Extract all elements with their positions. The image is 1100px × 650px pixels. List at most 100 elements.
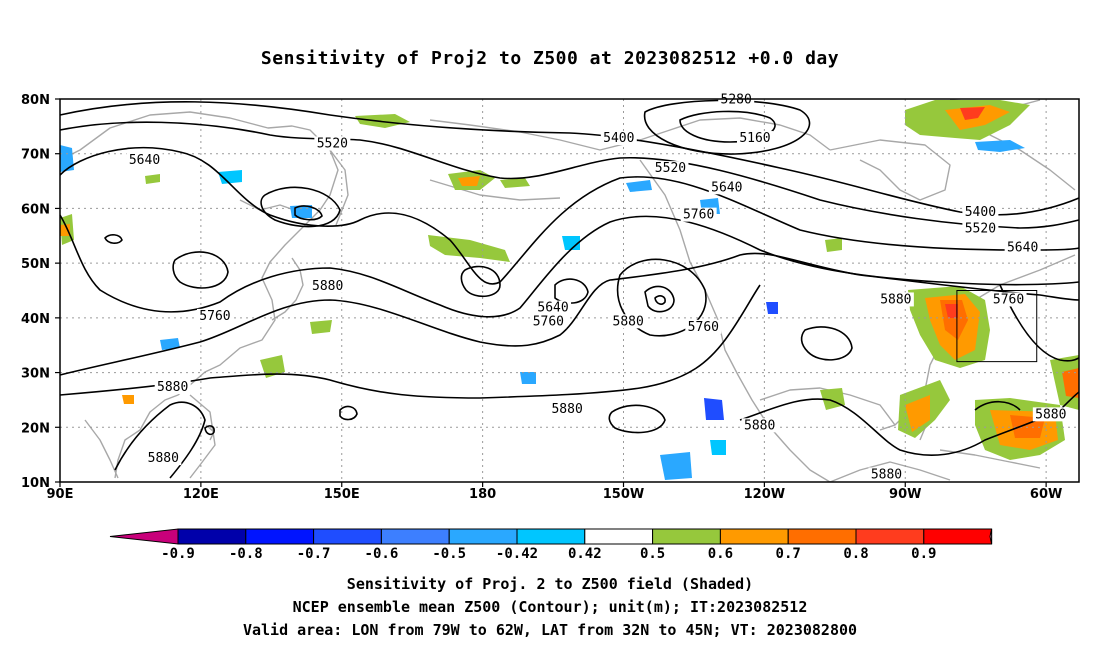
contour-label-bg	[549, 401, 586, 416]
colorbar-label: 0.42	[568, 546, 602, 562]
caption-line-1: Sensitivity of Proj. 2 to Z500 field (Sh…	[346, 575, 754, 593]
japan	[271, 257, 304, 321]
contour-label-bg	[652, 161, 689, 176]
colorbar-label: 0.6	[708, 546, 733, 562]
contour-high-3	[800, 326, 853, 361]
contour-low-pacific-4	[654, 295, 666, 305]
contour-label: 5520	[655, 161, 686, 176]
contour-low-pacific	[460, 265, 501, 298]
colorbar-box	[923, 528, 993, 545]
contour-label-bg	[610, 314, 647, 329]
shade-blob	[710, 440, 726, 455]
shade-blob	[945, 304, 958, 318]
asia-coastline	[59, 111, 339, 479]
colorbar-label: -0.8	[229, 546, 263, 562]
colorbar-label: -0.5	[432, 546, 466, 562]
kamchatka	[329, 149, 349, 226]
colorbar-box	[245, 528, 315, 545]
colorbar-labels: -0.9 -0.8 -0.7 -0.6 -0.5 -0.42 0.42 0.5 0.6 0.7 0.…	[161, 546, 936, 562]
valid-area-box	[956, 290, 1038, 363]
contour-label-bg	[126, 152, 163, 167]
contour-label: 5880	[871, 468, 902, 483]
colorbar-box	[313, 528, 382, 545]
colorbar-label: 0.5	[640, 546, 665, 562]
contour-label-bg	[145, 451, 182, 466]
contour-label-bg	[868, 467, 905, 482]
lon-label: 60W	[1030, 487, 1062, 502]
contour-low-pacific-3	[644, 285, 675, 313]
contour-label: 5880	[613, 314, 644, 329]
colorbar-arrow-left	[109, 528, 179, 545]
colorbar-box	[448, 528, 518, 545]
contour-label: 5880	[148, 451, 179, 466]
contour-label: 5160	[739, 131, 770, 146]
shade-blob	[704, 398, 724, 420]
contour-high-1	[172, 251, 229, 289]
caption: Sensitivity of Proj. 2 to Z500 field (Sh…	[0, 573, 1100, 642]
contour-5880-south	[59, 284, 761, 399]
contour-label-bg	[196, 308, 233, 323]
contour-label-bg	[736, 131, 773, 146]
contour-high-4	[608, 404, 666, 434]
colorbar-label: 0.9	[911, 546, 936, 562]
indochina	[84, 419, 119, 479]
shade-blob	[520, 372, 536, 384]
lon-label: 150E	[324, 487, 360, 502]
shade-blob	[562, 236, 580, 250]
shade-blob	[260, 355, 285, 378]
colorbar-box	[177, 528, 247, 545]
caption-line-3: Valid area: LON from 79W to 62W, LAT fro…	[242, 621, 858, 639]
contour-label-bg	[309, 278, 346, 293]
colorbar-arrow-right	[989, 528, 993, 545]
contour-5640	[59, 146, 1080, 285]
contour-label-bg	[877, 292, 914, 307]
contour-label: 5640	[537, 301, 568, 316]
lon-label: 150W	[603, 487, 644, 502]
map-frame	[59, 98, 1080, 483]
contour-label: 5760	[993, 292, 1024, 307]
colorbar-box	[380, 528, 450, 545]
na-west-coast	[639, 159, 831, 483]
colorbar-box	[516, 528, 586, 545]
contour-label: 5520	[317, 137, 348, 152]
contour-sw	[114, 401, 206, 479]
colorbar-box	[719, 528, 789, 545]
longitude-labels: 90E 120E 150E 180 150W 120W 90W 60W	[47, 482, 1062, 502]
shade-blob	[122, 395, 134, 404]
contour-label-bg	[154, 379, 191, 394]
contour-label-bg	[530, 314, 567, 329]
shade-blob	[160, 338, 180, 350]
contour-label-bg	[685, 319, 722, 334]
contour-label-bg	[600, 131, 637, 146]
contour-5280	[643, 99, 811, 155]
lon-label: 90E	[47, 487, 74, 502]
shade-blob	[905, 395, 930, 432]
shade-blob	[458, 176, 480, 186]
lat-label: 70N	[21, 148, 50, 163]
contour-label-bg	[962, 221, 999, 236]
shade-blob	[766, 302, 778, 314]
contour-label-bg	[1032, 407, 1069, 422]
contour-se-low	[974, 400, 1021, 411]
colorbar	[109, 528, 993, 545]
shade-blob	[60, 145, 74, 172]
shade-blob	[825, 238, 842, 252]
contour-small-1	[104, 234, 123, 244]
contour-label: 5640	[1007, 240, 1038, 255]
contour-label-bg	[680, 207, 717, 222]
lon-label: 120W	[744, 487, 785, 502]
shade-blob	[975, 140, 1025, 152]
contour-label: 5880	[1035, 407, 1066, 422]
contour-5520	[59, 121, 1080, 229]
colorbar-box	[787, 528, 857, 545]
colorbar-label: -0.7	[297, 546, 331, 562]
philippines	[189, 394, 216, 479]
lat-label: 20N	[21, 421, 50, 436]
contour-label-bg	[314, 136, 351, 151]
contour-label: 5640	[129, 153, 160, 168]
shade-blob	[310, 320, 332, 334]
shade-blob	[820, 388, 845, 410]
colorbar-box	[584, 528, 654, 545]
contour-label: 5520	[965, 221, 996, 236]
